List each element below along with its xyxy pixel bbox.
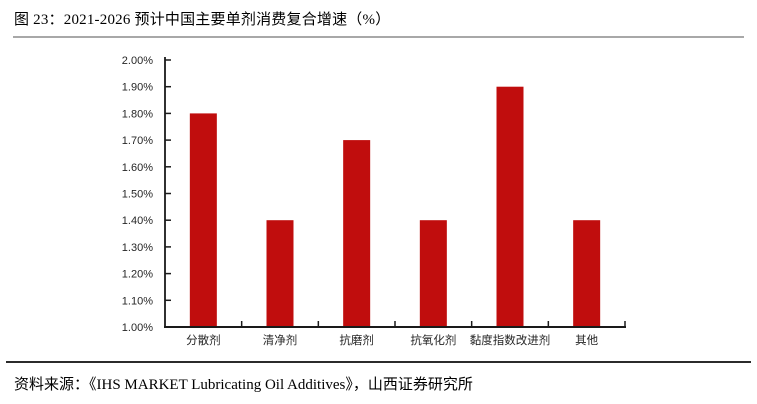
source-divider: [6, 361, 751, 363]
y-tick-label: 1.40%: [122, 215, 153, 227]
bar-3: [343, 140, 371, 327]
y-tick-label: 1.00%: [122, 322, 153, 334]
bar-1: [189, 113, 217, 328]
x-category-label: 清净剂: [263, 333, 298, 347]
bar-6: [573, 220, 601, 327]
title-divider: [13, 36, 744, 38]
y-tick-label: 1.80%: [122, 108, 153, 120]
y-tick-label: 1.20%: [122, 269, 153, 281]
bar-4: [419, 220, 447, 327]
bar-5: [496, 86, 524, 327]
bar-chart-canvas: 1.00% 1.10% 1.20% 1.30% 1.40% 1.50% 1.60% 1.70%…: [122, 55, 626, 347]
x-category-label: 黏度指数改进剂: [470, 333, 551, 347]
y-tick-label: 1.10%: [122, 295, 153, 307]
figure-title: 图 23：2021-2026 预计中国主要单剂消费复合增速（%）: [14, 12, 391, 28]
y-tick-label: 1.60%: [122, 162, 153, 174]
y-tick-label: 2.00%: [122, 55, 153, 67]
bar-chart: 1.00% 1.10% 1.20% 1.30% 1.40% 1.50% 1.60% 1.70%…: [0, 42, 757, 357]
x-category-label: 抗磨剂: [339, 333, 374, 347]
y-tick-label: 1.50%: [122, 189, 153, 201]
bar-2: [266, 220, 294, 327]
y-tick-label: 1.70%: [122, 135, 153, 147]
x-category-label: 抗氧化剂: [410, 333, 456, 347]
x-category-label: 其他: [575, 334, 598, 347]
y-tick-label: 1.90%: [122, 82, 153, 94]
source-note: 资料来源：《IHS MARKET Lubricating Oil Additiv…: [14, 377, 473, 393]
x-category-label: 分散剂: [186, 333, 221, 347]
y-tick-label: 1.30%: [122, 242, 153, 254]
